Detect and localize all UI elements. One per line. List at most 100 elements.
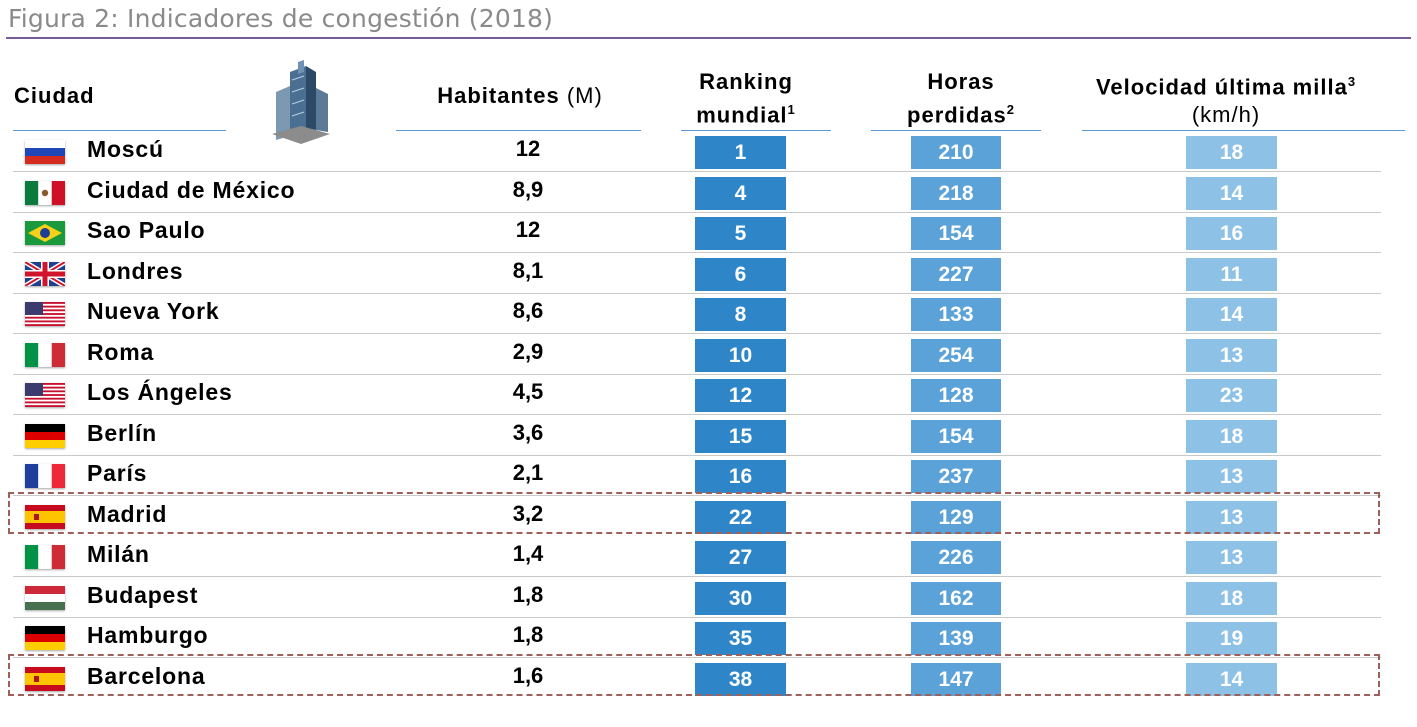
city-name: Los Ángeles — [87, 379, 233, 405]
ranking-cell: 38 — [695, 662, 786, 696]
header-ranking-line1: Ranking — [699, 69, 793, 94]
row-separator — [13, 211, 1381, 213]
population-value: 2,9 — [512, 338, 544, 364]
speed-cell: 19 — [1186, 622, 1277, 655]
table-row: Berlín 3,6 15 154 18 — [0, 416, 1417, 456]
header-ranking-line2: mundial — [696, 102, 788, 128]
table-row: Los Ángeles 4,5 12 128 23 — [0, 375, 1417, 415]
mexico-flag-icon — [25, 180, 65, 205]
header-rule-city — [13, 130, 226, 131]
hours-cell: 154 — [911, 419, 1001, 453]
header-population: Habitantes (M) — [400, 82, 640, 110]
table-row: Ciudad de México 8,9 4 218 14 — [0, 173, 1417, 213]
row-separator — [13, 333, 1381, 334]
hours-cell: 128 — [911, 379, 1001, 412]
city-name: Moscú — [87, 136, 164, 162]
population-value: 1,4 — [512, 541, 544, 566]
table-row: Budapest 1,8 30 162 18 — [0, 578, 1417, 618]
header-speed-footnote: 3 — [1347, 74, 1357, 89]
city-name: Ciudad de México — [87, 176, 296, 203]
ranking-cell: 6 — [695, 257, 786, 291]
hours-cell: 154 — [911, 217, 1001, 250]
population-value: 3,6 — [512, 419, 544, 445]
skyscraper-icon — [272, 60, 330, 144]
figure-title: Figura 2: Indicadores de congestión (201… — [8, 4, 554, 33]
hours-cell: 226 — [911, 541, 1001, 574]
spain-flag-icon — [25, 666, 65, 691]
table-row: Londres 8,1 6 227 11 — [0, 254, 1417, 294]
ranking-cell: 8 — [695, 298, 786, 331]
highlight-box — [8, 653, 1380, 696]
header-hours-line2: perdidas — [907, 102, 1007, 128]
ranking-cell: 15 — [695, 419, 786, 453]
ranking-cell: 27 — [695, 541, 786, 574]
header-speed-line1: Velocidad última milla — [1095, 74, 1348, 100]
city-name: Sao Paulo — [87, 217, 206, 243]
hours-cell: 162 — [911, 581, 1001, 615]
header-city-label: Ciudad — [14, 83, 95, 108]
row-separator — [13, 414, 1381, 415]
speed-cell: 14 — [1186, 176, 1277, 210]
table-row: Nueva York 8,6 8 133 14 — [0, 294, 1417, 334]
hungary-flag-icon — [25, 585, 65, 610]
row-separator — [13, 454, 1381, 456]
spain-flag-icon — [25, 504, 65, 529]
russia-flag-icon — [25, 140, 65, 164]
usa-flag-icon — [25, 302, 65, 326]
speed-cell: 23 — [1186, 379, 1277, 412]
header-city: Ciudad — [14, 82, 95, 110]
header-ranking: Ranking mundial1 — [676, 68, 816, 129]
table-row: Milán 1,4 27 226 13 — [0, 537, 1417, 577]
table-row: Moscú 12 1 210 18 — [0, 132, 1417, 172]
table-row: Roma 2,9 10 254 13 — [0, 335, 1417, 375]
header-hours: Horas perdidas2 — [886, 68, 1036, 129]
brazil-flag-icon — [25, 221, 65, 245]
city-name: Milán — [87, 541, 150, 567]
row-separator — [13, 292, 1381, 294]
germany-flag-icon — [25, 423, 65, 448]
row-separator — [13, 171, 1381, 172]
speed-cell: 13 — [1186, 460, 1277, 493]
header-hours-line1: Horas — [927, 69, 995, 94]
title-divider — [6, 37, 1411, 39]
population-value: 3,2 — [512, 500, 544, 526]
uk-flag-icon — [25, 261, 65, 286]
speed-cell: 18 — [1186, 136, 1277, 169]
hours-cell: 129 — [911, 500, 1001, 534]
city-name: Nueva York — [87, 298, 220, 324]
hours-cell: 254 — [911, 338, 1001, 372]
speed-cell: 13 — [1186, 338, 1277, 372]
germany-flag-icon — [25, 626, 65, 650]
ranking-cell: 30 — [695, 581, 786, 615]
header-speed: Velocidad última milla3 (km/h) — [1066, 68, 1386, 129]
ranking-cell: 12 — [695, 379, 786, 412]
population-value: 1,6 — [512, 662, 544, 688]
row-separator — [13, 576, 1381, 577]
table-row: Sao Paulo 12 5 154 16 — [0, 213, 1417, 253]
table-row: Hamburgo 1,8 35 139 19 — [0, 618, 1417, 658]
row-separator — [13, 252, 1381, 253]
speed-cell: 18 — [1186, 581, 1277, 615]
hours-cell: 139 — [911, 622, 1001, 655]
header-rule-speed — [1082, 130, 1405, 131]
row-separator — [13, 616, 1381, 618]
population-value: 1,8 — [512, 581, 544, 607]
population-value: 4,5 — [512, 379, 544, 404]
header-rule-population — [396, 130, 641, 131]
city-name: Barcelona — [87, 662, 206, 689]
header-ranking-footnote: 1 — [787, 102, 796, 117]
speed-cell: 14 — [1186, 662, 1277, 696]
highlight-box — [8, 491, 1380, 534]
speed-cell: 11 — [1186, 257, 1277, 291]
city-name: Hamburgo — [87, 622, 209, 648]
header-speed-unit: (km/h) — [1191, 102, 1261, 128]
population-value: 8,9 — [512, 176, 544, 202]
speed-cell: 13 — [1186, 541, 1277, 574]
population-value: 12 — [515, 136, 541, 161]
italy-flag-icon — [25, 545, 65, 569]
ranking-cell: 10 — [695, 338, 786, 372]
table-row: Madrid 3,2 22 129 13 — [0, 497, 1417, 537]
city-name: Berlín — [87, 419, 157, 446]
header-rule-ranking — [681, 130, 831, 131]
table-row: París 2,1 16 237 13 — [0, 456, 1417, 496]
